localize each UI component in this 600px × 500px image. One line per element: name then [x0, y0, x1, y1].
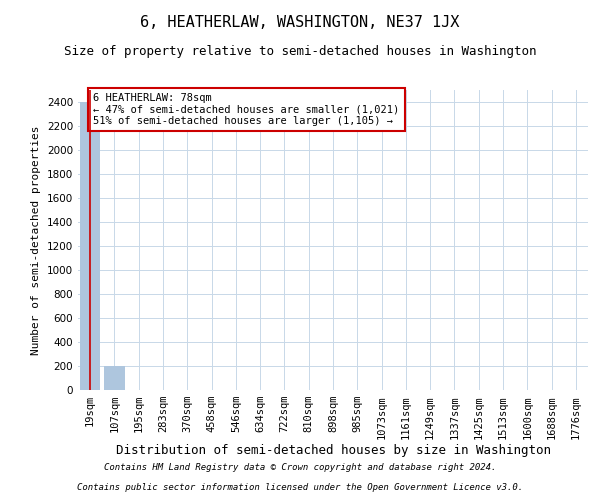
- Text: Size of property relative to semi-detached houses in Washington: Size of property relative to semi-detach…: [64, 45, 536, 58]
- Bar: [104, 366, 125, 390]
- Text: Contains HM Land Registry data © Crown copyright and database right 2024.: Contains HM Land Registry data © Crown c…: [104, 464, 496, 472]
- Bar: [80, 102, 100, 390]
- Text: Contains public sector information licensed under the Open Government Licence v3: Contains public sector information licen…: [77, 484, 523, 492]
- Text: 6 HEATHERLAW: 78sqm
← 47% of semi-detached houses are smaller (1,021)
51% of sem: 6 HEATHERLAW: 78sqm ← 47% of semi-detach…: [94, 93, 400, 126]
- Text: 6, HEATHERLAW, WASHINGTON, NE37 1JX: 6, HEATHERLAW, WASHINGTON, NE37 1JX: [140, 15, 460, 30]
- X-axis label: Distribution of semi-detached houses by size in Washington: Distribution of semi-detached houses by …: [115, 444, 551, 457]
- Y-axis label: Number of semi-detached properties: Number of semi-detached properties: [31, 125, 41, 355]
